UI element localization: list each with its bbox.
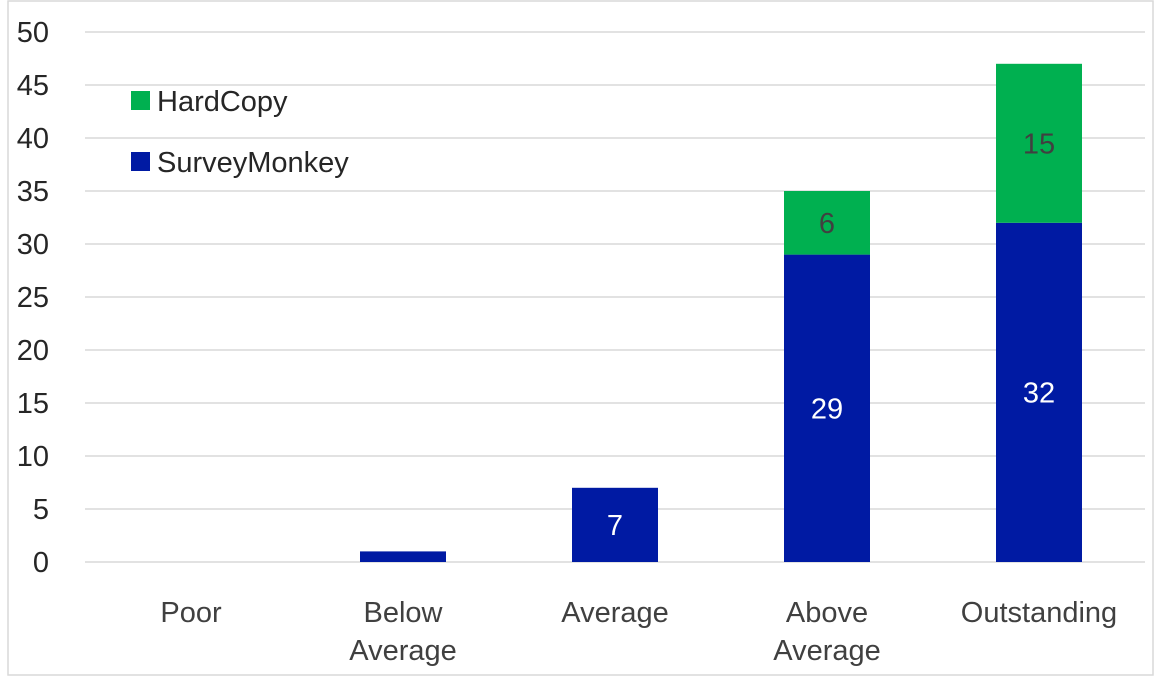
y-tick-label: 20 bbox=[17, 335, 49, 367]
y-tick-label: 50 bbox=[17, 17, 49, 49]
bar-surveymonkey-4 bbox=[996, 222, 1082, 563]
data-label-surveymonkey-2: 7 bbox=[607, 510, 623, 542]
x-category-label: Below bbox=[364, 597, 444, 629]
x-category-label: Average bbox=[349, 635, 457, 667]
x-category-label: Above bbox=[786, 597, 868, 629]
x-axis-categories: Poor Below Average Average Above Average Outst… bbox=[160, 597, 1117, 667]
legend-label-hardcopy: HardCopy bbox=[157, 86, 288, 118]
bar-hardcopy-4 bbox=[996, 63, 1082, 223]
y-tick-label: 15 bbox=[17, 388, 49, 420]
y-tick-label: 25 bbox=[17, 282, 49, 314]
x-category-label: Outstanding bbox=[961, 597, 1117, 629]
y-tick-label: 40 bbox=[17, 123, 49, 155]
data-label-hardcopy-4: 15 bbox=[1023, 128, 1055, 160]
y-axis-ticks: 0 5 10 15 20 25 30 35 40 45 50 bbox=[17, 17, 49, 579]
bar-hardcopy-3 bbox=[784, 191, 870, 255]
bars bbox=[360, 63, 1082, 563]
bar-surveymonkey-2 bbox=[572, 487, 658, 562]
legend: HardCopy SurveyMonkey bbox=[131, 86, 349, 179]
data-label-surveymonkey-4: 32 bbox=[1023, 377, 1055, 409]
y-tick-label: 35 bbox=[17, 176, 49, 208]
gridlines bbox=[85, 31, 1145, 563]
legend-label-surveymonkey: SurveyMonkey bbox=[157, 147, 349, 179]
data-labels: 7 29 6 32 15 bbox=[607, 128, 1055, 542]
data-label-hardcopy-3: 6 bbox=[819, 208, 835, 240]
bar-surveymonkey-1 bbox=[360, 551, 446, 562]
y-tick-label: 10 bbox=[17, 441, 49, 473]
x-category-label: Poor bbox=[160, 597, 222, 629]
legend-swatch-hardcopy bbox=[131, 91, 150, 110]
y-tick-label: 5 bbox=[33, 494, 49, 526]
x-category-label: Average bbox=[561, 597, 669, 629]
y-tick-label: 0 bbox=[33, 547, 49, 579]
y-tick-label: 45 bbox=[17, 70, 49, 102]
x-category-label: Average bbox=[773, 635, 881, 667]
chart-frame bbox=[7, 0, 1154, 676]
y-tick-label: 30 bbox=[17, 229, 49, 261]
data-label-surveymonkey-3: 29 bbox=[811, 393, 843, 425]
bar-surveymonkey-3 bbox=[784, 254, 870, 562]
legend-swatch-surveymonkey bbox=[131, 152, 150, 171]
